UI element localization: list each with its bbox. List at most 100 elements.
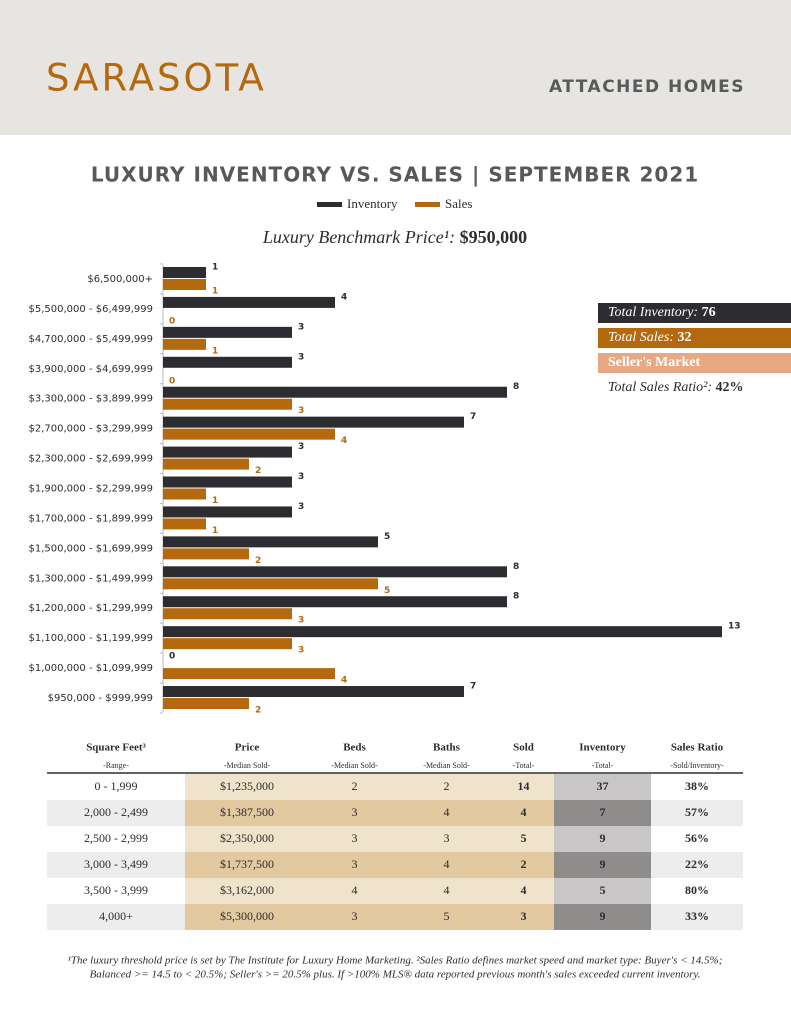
cell-bg (493, 800, 554, 826)
bar (163, 296, 335, 308)
bar (163, 596, 507, 608)
table-cell: 7 (600, 805, 606, 819)
column-title: Price (235, 742, 260, 754)
cell-bg (47, 904, 185, 930)
table-cell: 5 (521, 831, 527, 845)
cell-bg (400, 774, 493, 800)
cell-bg (185, 852, 309, 878)
column-title: Baths (433, 742, 461, 754)
column-subtitle: -Sold/Inventory- (670, 761, 724, 770)
value-label: 1 (212, 496, 218, 506)
category-label: $950,000 - $999,999 (48, 693, 153, 704)
bar (163, 548, 249, 560)
value-label: 2 (255, 466, 261, 476)
cell-bg (309, 800, 400, 826)
bar (163, 428, 335, 440)
value-label: 3 (298, 406, 304, 416)
legend-label: Sales (445, 196, 472, 211)
value-label: 1 (212, 346, 218, 356)
cell-bg (651, 774, 743, 800)
bar (163, 386, 507, 398)
summary-item: Seller's Market (608, 355, 700, 370)
cell-bg (493, 826, 554, 852)
summary-band (598, 328, 791, 348)
table-cell: 56% (685, 831, 709, 845)
value-label: 3 (298, 322, 304, 332)
cell-bg (554, 852, 651, 878)
table-cell: 3 (352, 857, 358, 871)
table-cell: 80% (685, 883, 709, 897)
table-cell: 4 (444, 805, 450, 819)
legend-swatch (415, 202, 440, 207)
bar (163, 279, 206, 290)
value-label: 0 (169, 316, 175, 326)
column-title: Sales Ratio (671, 742, 724, 754)
cell-bg (47, 826, 185, 852)
table-cell: 3 (444, 831, 450, 845)
legend-label: Inventory (347, 196, 398, 211)
column-subtitle: -Median Sold- (423, 761, 470, 770)
cell-bg (493, 852, 554, 878)
cell-bg (651, 826, 743, 852)
column-title: Square Feet³ (86, 742, 146, 754)
table-cell: 37 (597, 779, 609, 793)
value-label: 2 (255, 706, 261, 716)
benchmark-label: Luxury Benchmark Price¹: (262, 227, 455, 247)
summary-item: Total Sales: 32 (608, 330, 692, 345)
table-cell: 4 (352, 883, 358, 897)
cell-bg (493, 774, 554, 800)
cell-bg (400, 800, 493, 826)
column-title: Sold (513, 742, 534, 754)
table-cell: 3 (352, 805, 358, 819)
table-cell: 9 (600, 831, 606, 845)
table-cell: 5 (600, 883, 606, 897)
value-label: 5 (384, 532, 390, 542)
category-label: $2,700,000 - $3,299,999 (29, 424, 153, 435)
bar (163, 578, 378, 590)
value-label: 3 (298, 352, 304, 362)
column-title: Beds (343, 742, 366, 754)
bar (163, 416, 464, 428)
table-cell: 4 (521, 883, 527, 897)
summary-band (598, 303, 791, 323)
cell-bg (47, 878, 185, 904)
cell-bg (554, 878, 651, 904)
category-label: $1,100,000 - $1,199,999 (29, 633, 153, 644)
table-cell: 2,500 - 2,999 (84, 831, 148, 845)
category-label: $3,900,000 - $4,699,999 (29, 364, 153, 375)
city-title: SARASOTA (46, 57, 267, 100)
summary-label: Total Sales Ratio²: (608, 380, 712, 395)
summary-item: Total Sales Ratio²: 42% (608, 380, 744, 395)
value-label: 7 (470, 682, 476, 692)
summary-label: Seller's Market (608, 355, 700, 370)
value-label: 1 (212, 263, 218, 273)
bar (163, 668, 335, 680)
table-cell: 9 (600, 909, 606, 923)
table-cell: $2,350,000 (220, 831, 274, 845)
header-band (0, 0, 791, 135)
bar (163, 326, 292, 338)
bar (163, 476, 292, 488)
value-label: 3 (298, 472, 304, 482)
category-label: $2,300,000 - $2,699,999 (29, 454, 153, 465)
table-cell: $1,235,000 (220, 779, 274, 793)
column-subtitle: -Total- (592, 761, 614, 770)
table-cell: 2 (352, 779, 358, 793)
cell-bg (651, 852, 743, 878)
bar (163, 267, 206, 278)
bar (163, 458, 249, 470)
benchmark: Luxury Benchmark Price¹: $950,000 (262, 227, 527, 247)
table-cell: 38% (685, 779, 709, 793)
bar (163, 338, 206, 350)
cell-bg (47, 774, 185, 800)
footnote: ¹The luxury threshold price is set by Th… (68, 955, 723, 967)
table-cell: 3,500 - 3,999 (84, 883, 148, 897)
cell-bg (651, 904, 743, 930)
cell-bg (493, 904, 554, 930)
cell-bg (400, 904, 493, 930)
value-label: 0 (169, 652, 175, 662)
value-label: 1 (212, 287, 218, 297)
bar (163, 446, 292, 458)
value-label: 8 (513, 382, 519, 392)
bar (163, 488, 206, 500)
